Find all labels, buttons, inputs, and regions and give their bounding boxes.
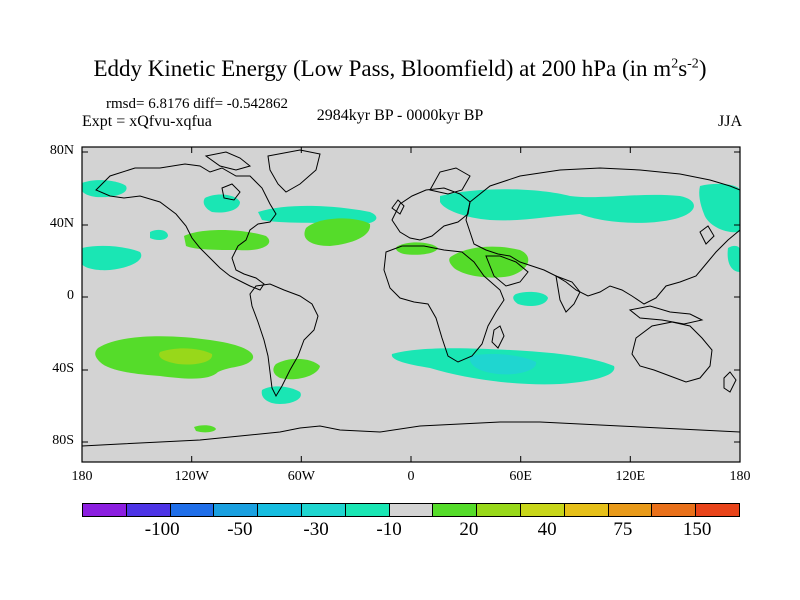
colorbar-swatch-1 [126, 504, 171, 516]
coastline-hudson-bay [221, 183, 241, 201]
colorbar-label: 20 [459, 519, 479, 540]
colorbar-swatch-13 [652, 504, 697, 516]
colorbar-swatch-7 [389, 504, 434, 516]
coastline-india [555, 275, 581, 313]
colorbar-swatch-0 [83, 504, 127, 516]
colorbar-swatch-11 [564, 504, 609, 516]
colorbar-swatch-3 [214, 504, 259, 516]
axis-ticks [81, 147, 741, 462]
lat-label-0: 0 [67, 288, 74, 303]
anomaly-region [194, 425, 216, 433]
coastline-new-zealand [723, 371, 737, 393]
coastline-uk [391, 199, 405, 215]
coastline-antarctica [82, 421, 740, 447]
lat-label-40s: 40S [52, 361, 74, 376]
anomaly-region [699, 183, 740, 233]
lat-label-80n: 80N [49, 143, 74, 158]
coastline-indonesia [628, 305, 704, 325]
anomaly-region [261, 386, 301, 404]
anomaly-region [82, 245, 142, 271]
coastline-africa [383, 245, 505, 363]
coastline-north-america [95, 163, 277, 291]
period-label: 2984kyr BP - 0000kyr BP [316, 107, 484, 124]
lon-label-60w: 60W [287, 469, 315, 484]
coastline-greenland [267, 149, 321, 193]
map-background [82, 147, 740, 462]
anomaly-region [396, 242, 438, 255]
lat-label-40n: 40N [49, 216, 74, 231]
coastline-south-america [249, 283, 319, 398]
lon-label-120e: 120E [615, 469, 646, 484]
colorbar-label: -10 [376, 519, 402, 540]
lon-label-180w: 180 [71, 469, 93, 484]
colorbar-swatch-14 [696, 504, 739, 516]
colorbar-swatch-10 [520, 504, 565, 516]
coastline-madagascar [491, 325, 505, 349]
colorbar-label: -100 [144, 519, 180, 540]
coastlines [82, 149, 740, 447]
colorbar-label: -30 [303, 519, 329, 540]
anomaly-region [469, 354, 537, 375]
anomaly-region [513, 291, 548, 306]
colorbar [82, 503, 740, 517]
lon-label-0: 0 [407, 469, 415, 484]
anomaly-region [273, 358, 320, 380]
anomaly-region [304, 218, 371, 246]
coastline-asia [465, 167, 740, 305]
anomaly-region [159, 348, 213, 365]
colorbar-swatch-4 [258, 504, 302, 516]
anomaly-region [82, 180, 127, 198]
coastline-europe [391, 187, 471, 241]
anomaly-region [150, 229, 168, 241]
coastline-arctic-islands [204, 151, 252, 171]
coastline-arabia [485, 255, 529, 287]
colorbar-swatch-5 [301, 504, 346, 516]
plot-title: Eddy Kinetic Energy (Low Pass, Bloomfiel… [93, 56, 707, 81]
lon-label-180e: 180 [729, 469, 751, 484]
coastline-japan [699, 225, 715, 245]
experiment-label: Expt = xQfvu-xqfua [82, 113, 212, 130]
lat-label-80s: 80S [52, 433, 74, 448]
colorbar-label: -50 [227, 519, 253, 540]
colorbar-swatch-9 [477, 504, 521, 516]
coastline-scandinavia [429, 167, 471, 195]
lon-label-60e: 60E [509, 469, 532, 484]
colorbar-label: 75 [613, 519, 633, 540]
lon-label-120w: 120W [174, 469, 209, 484]
colorbar-swatch-6 [345, 504, 390, 516]
colorbar-swatch-2 [170, 504, 215, 516]
colorbar-swatch-8 [433, 504, 478, 516]
colorbar-label: 40 [537, 519, 557, 540]
season-label: JJA [717, 113, 742, 130]
colorbar-label: 150 [682, 519, 712, 540]
colorbar-swatch-12 [608, 504, 653, 516]
coastline-australia [631, 321, 713, 383]
anomaly-region [440, 189, 694, 223]
rmsd-diff-stats: rmsd= 6.8176 diff= -0.542862 [106, 96, 289, 112]
anomaly-region [727, 245, 740, 272]
